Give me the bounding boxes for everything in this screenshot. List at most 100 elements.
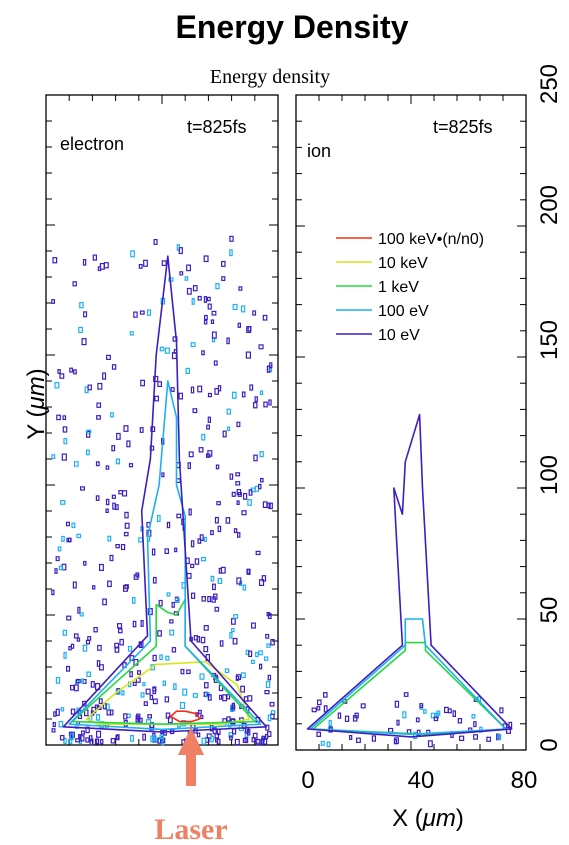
noise-speck (201, 350, 205, 356)
noise-speck (138, 264, 143, 269)
noise-speck (270, 710, 276, 715)
noise-speck (266, 643, 271, 648)
noise-speck (229, 631, 233, 639)
noise-speck (98, 563, 104, 572)
legend-label: 10 keV (378, 255, 428, 272)
noise-speck (269, 362, 273, 369)
noise-speck (149, 694, 154, 701)
noise-speck (178, 247, 183, 255)
electron-scatter-specks (51, 235, 276, 746)
y-axis-label: Y (μm) (23, 368, 50, 439)
noise-speck (206, 424, 211, 430)
noise-speck (140, 379, 146, 387)
noise-speck (214, 516, 219, 524)
noise-speck (182, 688, 188, 696)
contour-100-ev (68, 380, 262, 731)
noise-speck (471, 713, 476, 719)
noise-speck (79, 302, 84, 309)
legend-label: 100 keV•(n/n0) (378, 231, 484, 248)
noise-speck (157, 737, 162, 744)
ion-time-label: t=825fs (433, 117, 493, 137)
noise-speck (107, 535, 112, 542)
noise-speck (198, 447, 204, 453)
noise-speck (62, 629, 67, 636)
noise-speck (396, 719, 400, 726)
noise-speck (60, 707, 65, 712)
noise-speck (403, 692, 409, 697)
noise-speck (263, 401, 268, 408)
noise-speck (427, 740, 433, 748)
noise-speck (82, 259, 87, 266)
noise-speck (248, 650, 253, 658)
noise-speck (140, 619, 144, 627)
x-tick-label: 80 (511, 767, 538, 794)
noise-speck (51, 299, 55, 304)
noise-speck (82, 644, 88, 652)
noise-speck (52, 721, 56, 728)
noise-speck (201, 556, 207, 562)
noise-speck (191, 297, 195, 305)
noise-speck (114, 646, 120, 653)
noise-speck (142, 682, 146, 687)
noise-speck (265, 680, 271, 689)
noise-speck (158, 599, 163, 607)
noise-speck (191, 592, 196, 599)
legend-label: 100 eV (378, 303, 429, 320)
noise-speck (197, 385, 203, 393)
noise-speck (154, 395, 159, 402)
noise-speck (56, 414, 61, 421)
noise-speck (161, 260, 167, 266)
noise-speck (70, 708, 76, 715)
noise-speck (123, 425, 129, 432)
noise-speck (260, 477, 264, 483)
noise-speck (356, 737, 361, 744)
noise-speck (416, 729, 421, 736)
noise-speck (214, 388, 220, 395)
noise-speck (255, 550, 261, 556)
noise-speck (85, 639, 91, 645)
noise-speck (266, 611, 271, 617)
noise-speck (147, 714, 152, 719)
contour-10-ev (306, 413, 513, 738)
noise-speck (169, 619, 174, 624)
noise-speck (110, 737, 116, 744)
noise-speck (153, 239, 158, 245)
noise-speck (85, 430, 91, 438)
ion-contours (306, 413, 513, 738)
noise-speck (267, 674, 272, 681)
electron-panel-label: electron (60, 134, 124, 154)
noise-speck (196, 732, 201, 738)
noise-speck (221, 276, 226, 281)
noise-speck (192, 408, 198, 414)
noise-speck (69, 684, 75, 691)
noise-speck (203, 536, 207, 542)
noise-speck (252, 732, 258, 739)
noise-speck (246, 568, 250, 575)
noise-speck (132, 596, 136, 604)
noise-speck (236, 489, 242, 496)
noise-speck (185, 367, 191, 374)
noise-speck (71, 522, 76, 529)
noise-speck (242, 584, 247, 591)
noise-speck (102, 372, 107, 380)
noise-speck (204, 682, 209, 689)
noise-speck (237, 322, 241, 328)
noise-speck (259, 451, 264, 458)
noise-speck (243, 493, 248, 500)
noise-speck (241, 510, 247, 516)
noise-speck (62, 426, 68, 433)
noise-speck (187, 462, 192, 470)
noise-speck (83, 311, 88, 318)
noise-speck (115, 543, 120, 549)
x-tick-labels: 0 40 80 (301, 767, 537, 794)
noise-speck (192, 285, 198, 292)
noise-speck (499, 707, 504, 714)
noise-speck (111, 364, 117, 370)
noise-speck (170, 387, 175, 392)
noise-speck (192, 693, 198, 698)
noise-speck (219, 640, 224, 647)
noise-speck (229, 249, 233, 257)
noise-speck (447, 708, 452, 714)
noise-speck (80, 678, 84, 684)
